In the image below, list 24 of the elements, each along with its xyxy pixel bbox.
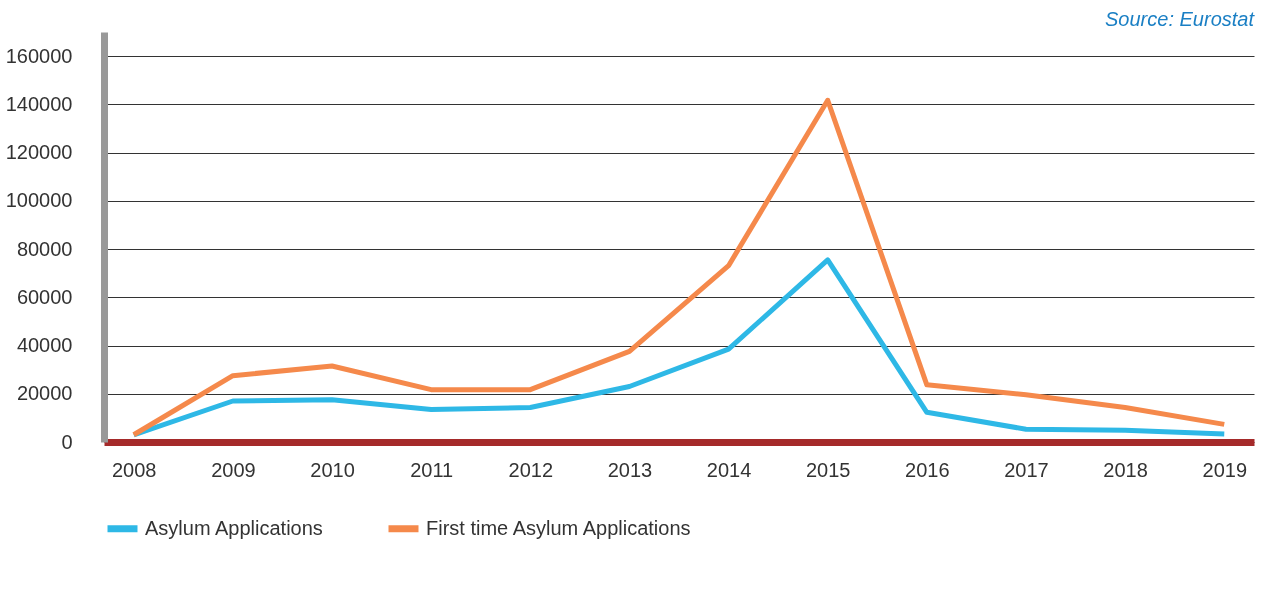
x-tick-label: 2016	[905, 458, 950, 481]
x-tick-label: 2009	[211, 458, 256, 481]
x-tick-label: 2013	[607, 458, 653, 481]
y-tick-label: 100000	[5, 189, 73, 212]
x-tick-label: 2012	[508, 458, 554, 481]
y-tick-label: 160000	[5, 44, 73, 67]
x-tick-label: 2008	[111, 458, 157, 481]
y-tick-label: 0	[61, 430, 73, 453]
legend-label: Asylum Applications	[145, 516, 323, 539]
x-tick-label: 2017	[1004, 458, 1049, 481]
y-tick-label: 120000	[5, 141, 73, 164]
y-tick-label: 80000	[16, 237, 73, 260]
y-tick-label: 140000	[5, 92, 73, 115]
y-tick-label: 20000	[16, 382, 73, 405]
x-tick-label: 2010	[310, 458, 355, 481]
x-tick-label: 2018	[1103, 458, 1148, 481]
x-tick-label: 2011	[410, 458, 454, 481]
x-tick-label: 2019	[1202, 458, 1248, 481]
y-tick-label: 40000	[16, 334, 73, 357]
legend-label: First time Asylum Applications	[426, 516, 691, 539]
y-tick-label: 60000	[16, 285, 73, 308]
source-note: Source: Eurostat	[1105, 8, 1256, 30]
x-tick-label: 2015	[805, 458, 851, 481]
x-tick-label: 2014	[706, 458, 752, 481]
